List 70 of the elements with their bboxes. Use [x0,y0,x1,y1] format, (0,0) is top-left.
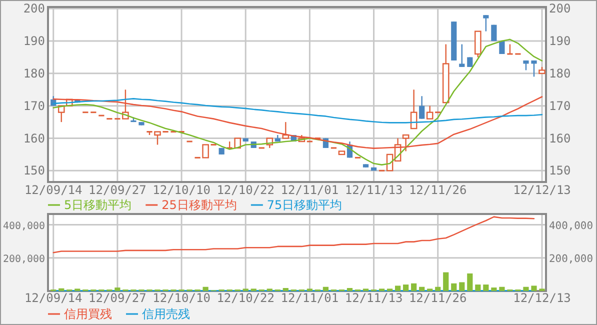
y2-tick-label: 400,000 [549,220,593,232]
x-tick-label: 12/09/27 [88,183,146,197]
x-tick-label: 12/12/13 [513,291,571,305]
x-tick-label: 12/09/14 [24,291,82,305]
candlestick [459,44,465,68]
bar [459,282,465,291]
candlestick [467,56,473,68]
bar [322,286,329,291]
legend-label: 75日移動平均 [266,198,342,212]
bar [475,284,481,291]
x-tick-label: 12/10/10 [152,291,210,305]
bar [483,284,489,291]
bar [435,286,441,291]
y2-tick-label: 190 [549,34,571,48]
bar [491,288,497,291]
line-series [52,216,535,254]
y-tick-label: 200 [23,2,45,16]
candlestick [499,41,505,54]
x-tick-label: 12/12/13 [513,183,571,197]
y-tick-label: 200,000 [3,254,45,265]
bar [395,286,401,291]
legend-label: 信用売残 [142,307,190,321]
bar [419,286,425,291]
y-tick-label: 400,000 [3,220,45,232]
x-tick-label: 12/10/10 [152,183,210,197]
candlestick [419,96,425,120]
x-tick-label: 12/09/27 [88,291,146,305]
bar [443,272,449,291]
bar [451,283,457,291]
y2-tick-label: 150 [549,164,571,178]
bar [403,284,409,291]
candlestick [474,30,482,58]
bar [114,288,120,291]
candlestick [410,89,418,130]
bar [411,283,417,291]
x-tick-label: 12/11/26 [408,183,467,197]
legend-label: 5日移動平均 [64,198,132,212]
y2-tick-label: 160 [549,131,571,146]
bar [467,273,473,291]
candlestick [531,60,537,78]
x-tick-label: 12/11/01 [280,183,339,197]
legend-label: 25日移動平均 [162,198,237,212]
y2-tick-label: 180 [549,66,571,80]
legend-label: 信用買残 [64,307,112,321]
y2-tick-label: 170 [549,98,571,113]
line-series [52,38,543,166]
bar [346,288,353,291]
candlestick [483,14,489,32]
y2-tick-label: 200 [549,2,571,16]
x-tick-label: 12/09/14 [24,183,82,197]
x-tick-label: 12/11/13 [344,183,403,197]
bar [282,288,288,291]
candlestick [506,44,514,55]
x-tick-label: 12/11/26 [408,291,467,305]
x-tick-label: 12/11/01 [280,291,339,305]
y-tick-label: 160 [23,131,45,146]
x-tick-label: 12/11/13 [344,291,403,305]
bar [202,286,208,291]
y-tick-label: 190 [23,34,45,48]
y-tick-label: 170 [23,98,45,113]
bar [499,286,505,291]
x-tick-label: 12/10/22 [216,183,275,197]
bar [523,286,529,291]
y-tick-label: 150 [23,164,45,178]
y-tick-label: 180 [23,66,45,80]
candlestick [282,121,290,139]
x-tick-label: 12/10/22 [216,291,275,305]
y2-tick-label: 200,000 [549,252,593,265]
bar [58,288,64,291]
bar [531,286,537,291]
